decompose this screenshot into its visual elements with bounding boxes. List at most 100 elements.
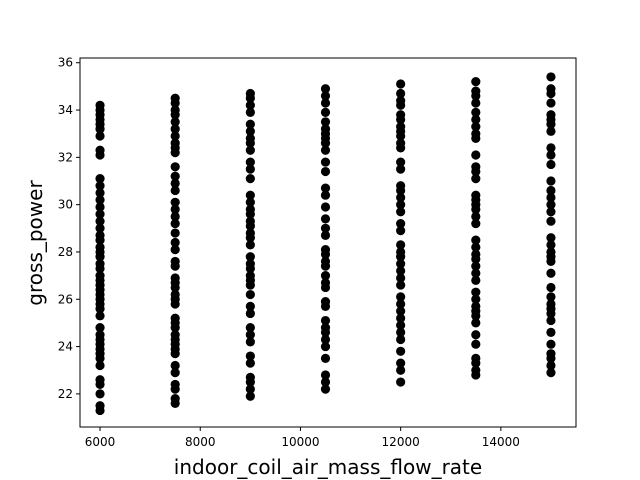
data-point: [471, 98, 481, 108]
data-point: [245, 372, 255, 382]
data-point: [170, 367, 180, 378]
data-point: [320, 384, 331, 394]
data-point: [95, 131, 105, 141]
y-tick-label: 24: [58, 340, 73, 354]
data-point: [170, 162, 180, 172]
data-point: [245, 301, 255, 311]
data-point: [546, 84, 556, 94]
data-point: [95, 271, 105, 281]
y-tick-label: 34: [58, 103, 73, 117]
data-point: [170, 197, 180, 207]
y-tick-label: 26: [58, 292, 73, 306]
data-point: [546, 292, 556, 302]
data-point: [320, 323, 331, 333]
data-point: [471, 339, 481, 349]
data-point: [170, 273, 180, 283]
data-point: [95, 323, 105, 333]
data-point: [396, 200, 406, 210]
x-tick-label: 10000: [281, 435, 319, 449]
data-point: [396, 280, 406, 290]
data-point: [546, 126, 556, 136]
data-point: [396, 346, 406, 356]
data-point: [95, 216, 105, 226]
data-point: [245, 308, 255, 319]
y-tick-label: 22: [58, 387, 73, 401]
data-point: [396, 110, 406, 120]
data-point: [546, 200, 556, 210]
data-point: [95, 174, 105, 184]
data-point: [95, 401, 105, 411]
data-point: [320, 157, 331, 167]
data-point: [170, 379, 180, 390]
data-point: [170, 93, 180, 103]
data-point: [320, 107, 331, 118]
data-point: [546, 110, 556, 120]
data-point: [245, 252, 255, 262]
data-point: [471, 249, 481, 259]
data-point: [471, 129, 481, 139]
data-point: [471, 294, 481, 304]
data-point: [546, 176, 556, 186]
data-point: [245, 240, 255, 250]
data-point: [245, 216, 255, 226]
x-axis-label: indoor_coil_air_mass_flow_rate: [174, 455, 482, 479]
data-point: [546, 216, 556, 226]
data-point: [170, 117, 180, 127]
data-point: [95, 330, 105, 340]
data-point: [546, 367, 556, 378]
x-tick-label: 14000: [482, 435, 520, 449]
data-point: [396, 358, 406, 368]
x-axis-ticks: 6000 8000 10000 12000 14000: [85, 427, 520, 449]
data-point: [396, 181, 406, 191]
data-point: [245, 323, 255, 333]
data-point: [320, 98, 331, 108]
data-point: [320, 334, 331, 345]
data-point: [320, 145, 331, 155]
data-point: [471, 235, 481, 245]
data-point: [245, 107, 255, 118]
data-point: [396, 121, 406, 132]
data-point: [396, 88, 406, 99]
data-point: [396, 365, 406, 375]
data-point: [546, 150, 556, 160]
data-point: [245, 391, 255, 401]
data-point: [170, 228, 180, 238]
data-point: [320, 190, 331, 200]
data-point: [546, 233, 556, 243]
data-point: [396, 95, 406, 106]
data-point: [396, 240, 406, 250]
data-point: [170, 218, 180, 229]
x-tick-label: 6000: [85, 435, 116, 449]
data-point: [546, 143, 556, 153]
data-point: [546, 282, 556, 293]
data-point: [245, 145, 255, 155]
data-point: [396, 247, 406, 257]
data-point: [245, 289, 255, 300]
data-point: [245, 330, 255, 340]
x-tick-label: 8000: [185, 435, 216, 449]
data-points: [95, 72, 556, 416]
data-point: [471, 121, 481, 132]
data-point: [546, 339, 556, 349]
y-tick-label: 30: [58, 198, 73, 212]
data-point: [471, 174, 481, 184]
data-point: [320, 202, 331, 212]
data-point: [170, 171, 180, 181]
data-point: [546, 72, 556, 82]
data-point: [396, 299, 406, 309]
data-point: [170, 178, 180, 188]
data-point: [320, 84, 331, 94]
data-point: [320, 297, 331, 307]
data-point: [245, 174, 255, 184]
data-point: [320, 278, 331, 288]
x-tick-label: 12000: [382, 435, 420, 449]
data-point: [95, 389, 105, 399]
data-point: [396, 192, 406, 203]
data-point: [170, 131, 180, 141]
data-point: [95, 209, 105, 219]
data-point: [471, 365, 481, 375]
data-point: [95, 181, 105, 191]
data-point: [546, 98, 556, 108]
data-point: [170, 138, 180, 148]
